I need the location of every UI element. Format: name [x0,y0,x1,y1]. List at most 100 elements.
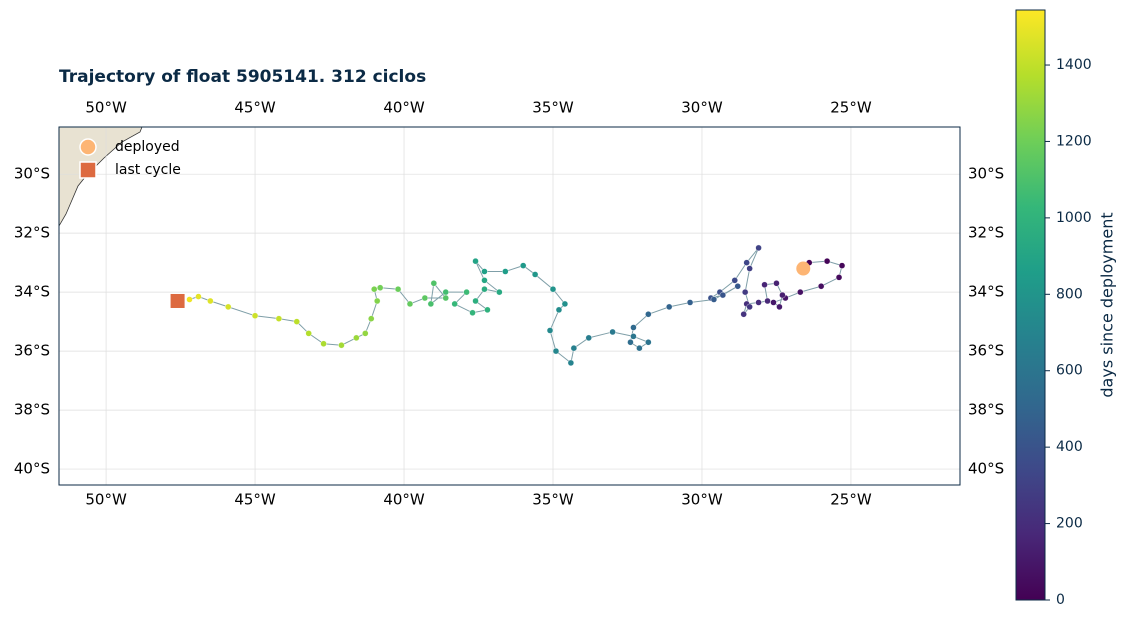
trajectory-point [817,283,825,290]
trajectory-point [779,291,786,299]
trajectory-point [570,344,578,352]
trajectory-point [481,285,488,293]
y-tick-label-right: 30°S [968,165,1004,183]
x-tick-label-bottom: 50°W [85,491,127,509]
x-tick-label-bottom: 25°W [830,491,872,509]
trajectory-point [207,297,214,305]
trajectory-point [442,294,449,302]
trajectory-point [442,288,449,296]
trajectory-point [645,311,652,318]
colorbar-bar [1015,9,1046,601]
trajectory-point [421,294,429,302]
trajectory-point [835,274,843,281]
trajectory-point [275,315,283,322]
x-tick-label-top: 45°W [234,99,276,117]
trajectory-point [430,280,438,287]
trajectory-point [741,288,749,296]
trajectory-point [630,324,637,331]
trajectory-point [731,277,738,284]
trajectory-point [734,283,741,290]
x-tick-label-top: 50°W [85,99,127,117]
trajectory-point [481,268,488,275]
trajectory-point [776,303,783,311]
legend-label: last cycle [115,162,181,178]
trajectory-point [743,259,750,266]
x-tick-label-top: 30°W [681,99,723,117]
trajectory-point [746,265,753,272]
trajectory-point [636,344,643,352]
trajectory-point [585,334,592,342]
trajectory-point [374,297,381,305]
trajectory-point [531,271,539,278]
trajectory-point [740,311,747,318]
y-tick-label-left: 38°S [14,401,50,419]
colorbar-tick-label: 1200 [1056,133,1092,149]
trajectory-point [746,303,753,311]
x-tick-label-bottom: 35°W [532,491,574,509]
plot-area [59,127,960,485]
y-tick-label-right: 32°S [968,224,1004,242]
trajectory-point [838,262,846,269]
trajectory-point [719,291,727,299]
x-tick-label-bottom: 40°W [383,491,425,509]
y-tick-label-right: 36°S [968,342,1004,360]
y-tick-label-left: 40°S [14,460,50,478]
trajectory-point [469,309,476,316]
trajectory-point [362,330,369,337]
trajectory-point [481,277,488,284]
trajectory-point [710,296,718,303]
trajectory-point [502,268,509,275]
colorbar-label: days since deployment [1098,212,1117,397]
colorbar-tick-label: 1000 [1056,210,1092,226]
colorbar: days since deployment 0 200 400 600 800 1000 1… [1015,9,1117,608]
y-tick-label-right: 40°S [968,460,1004,478]
colorbar-tick-label: 1400 [1056,57,1092,73]
trajectory-point [338,342,345,349]
trajectory-point [761,281,768,288]
y-tick-label-left: 34°S [14,283,50,301]
colorbar-tick-label: 800 [1056,286,1083,302]
trajectory-point [472,257,479,265]
chart-title: Trajectory of float 5905141. 312 ciclos [59,67,426,87]
x-tick-label-top: 35°W [532,99,574,117]
trajectory-point [552,347,560,355]
y-tick-label-left: 36°S [14,342,50,360]
trajectory-point [251,312,259,319]
trajectory-point [305,330,312,337]
trajectory-point [225,303,232,311]
trajectory-point [561,300,569,308]
deployed-marker [796,261,811,276]
x-tick-label-top: 25°W [830,99,872,117]
trajectory-point [770,299,777,306]
trajectory-point [472,297,479,305]
trajectory-point [627,339,634,346]
trajectory-point [773,280,780,287]
trajectory-point [755,299,762,306]
colorbar-tick-label: 600 [1056,363,1083,379]
colorbar-tick-label: 0 [1056,592,1065,608]
trajectory-point [755,244,762,252]
trajectory-point [371,285,378,293]
trajectory-point [520,262,527,269]
legend-deployed-marker [79,138,97,156]
y-tick-label-right: 38°S [968,401,1004,419]
x-tick-label-top: 40°W [383,99,425,117]
trajectory-point [406,300,414,308]
colorbar-tick-label: 400 [1056,439,1083,455]
y-tick-label-left: 32°S [14,224,50,242]
trajectory-point [686,299,694,306]
trajectory-point [463,288,470,296]
plot-frame [58,126,961,486]
trajectory-point [567,359,575,367]
trajectory-point [376,284,384,291]
y-tick-label-right: 34°S [968,283,1004,301]
trajectory-point [609,328,616,336]
trajectory-point [394,285,402,293]
trajectory-point [555,306,563,314]
trajectory-point [353,334,360,342]
x-tick-label-bottom: 45°W [234,491,276,509]
trajectory-point [368,315,375,322]
legend-last-cycle-marker [79,161,97,179]
trajectory-point [764,297,771,305]
